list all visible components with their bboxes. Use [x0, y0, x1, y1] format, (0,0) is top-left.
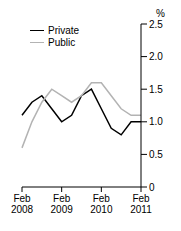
svg-text:1.5: 1.5 [149, 84, 163, 95]
svg-text:Feb: Feb [93, 193, 111, 204]
svg-text:2011: 2011 [130, 204, 152, 215]
svg-text:1.0: 1.0 [149, 116, 163, 127]
svg-text:Feb: Feb [13, 193, 31, 204]
svg-text:2.0: 2.0 [149, 51, 163, 62]
html-text:Public: Public [48, 36, 76, 48]
svg-text:0: 0 [149, 182, 155, 193]
svg-text:2010: 2010 [90, 204, 113, 215]
svg-text:Feb: Feb [132, 193, 150, 204]
svg-text:2.5: 2.5 [149, 19, 163, 30]
html-text:Private: Private [48, 24, 80, 36]
svg-text:Feb: Feb [53, 193, 71, 204]
svg-text:2008: 2008 [11, 204, 34, 215]
svg-text:2009: 2009 [51, 204, 74, 215]
svg-text:0.5: 0.5 [149, 149, 163, 160]
